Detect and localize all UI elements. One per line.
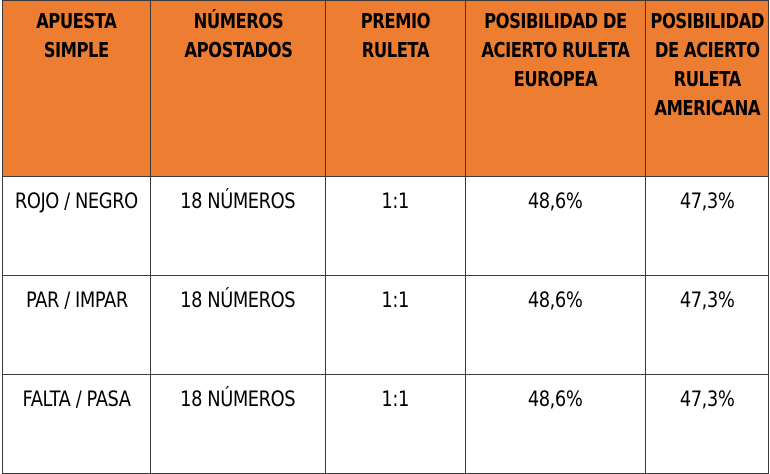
header-label: PREMIO RULETA [360, 9, 431, 62]
header-row: APUESTA SIMPLE NÚMEROS APOSTADOS PREMIO … [2, 0, 769, 177]
cell-numeros: 18 NÚMEROS [150, 176, 326, 276]
cell-europea: 48,6% [465, 275, 646, 375]
cell-premio: 1:1 [325, 176, 466, 276]
table-body: ROJO / NEGRO 18 NÚMEROS 1:1 48,6% 47,3% … [2, 176, 769, 474]
cell-apuesta: FALTA / PASA [2, 374, 151, 474]
cell-text: 47,3% [679, 387, 735, 411]
cell-text: 1:1 [381, 387, 410, 411]
cell-text: 18 NÚMEROS [180, 387, 296, 411]
header-posibilidad-americana: POSIBILIDAD DE ACIERTO RULETA AMERICANA [645, 0, 769, 177]
cell-text: 18 NÚMEROS [180, 189, 296, 213]
cell-text: 48,6% [528, 189, 583, 213]
cell-text: 1:1 [381, 189, 410, 213]
header-numeros-apostados: NÚMEROS APOSTADOS [150, 0, 326, 177]
header-label: NÚMEROS APOSTADOS [183, 9, 293, 62]
table-row: FALTA / PASA 18 NÚMEROS 1:1 48,6% 47,3% [2, 374, 769, 474]
cell-americana: 47,3% [645, 176, 769, 276]
cell-text: 48,6% [528, 387, 583, 411]
cell-premio: 1:1 [325, 275, 466, 375]
cell-text: PAR / IMPAR [25, 288, 128, 312]
header-label: APUESTA SIMPLE [36, 9, 117, 62]
cell-text: ROJO / NEGRO [15, 189, 138, 213]
table-header: APUESTA SIMPLE NÚMEROS APOSTADOS PREMIO … [2, 0, 769, 177]
cell-text: 47,3% [679, 189, 735, 213]
cell-text: 47,3% [679, 288, 735, 312]
header-posibilidad-europea: POSIBILIDAD DE ACIERTO RULETA EUROPEA [465, 0, 646, 177]
cell-text: 48,6% [528, 288, 583, 312]
cell-text: 1:1 [381, 288, 410, 312]
cell-apuesta: ROJO / NEGRO [2, 176, 151, 276]
cell-europea: 48,6% [465, 176, 646, 276]
cell-numeros: 18 NÚMEROS [150, 374, 326, 474]
cell-premio: 1:1 [325, 374, 466, 474]
cell-text: FALTA / PASA [22, 387, 131, 411]
header-premio-ruleta: PREMIO RULETA [325, 0, 466, 177]
cell-numeros: 18 NÚMEROS [150, 275, 326, 375]
header-label: POSIBILIDAD DE ACIERTO RULETA EUROPEA [481, 9, 630, 91]
cell-americana: 47,3% [645, 374, 769, 474]
cell-text: 18 NÚMEROS [180, 288, 296, 312]
header-label: POSIBILIDAD DE ACIERTO RULETA AMERICANA [650, 9, 764, 120]
cell-americana: 47,3% [645, 275, 769, 375]
table-row: ROJO / NEGRO 18 NÚMEROS 1:1 48,6% 47,3% [2, 176, 769, 276]
cell-apuesta: PAR / IMPAR [2, 275, 151, 375]
table-row: PAR / IMPAR 18 NÚMEROS 1:1 48,6% 47,3% [2, 275, 769, 375]
header-apuesta-simple: APUESTA SIMPLE [2, 0, 151, 177]
cell-europea: 48,6% [465, 374, 646, 474]
